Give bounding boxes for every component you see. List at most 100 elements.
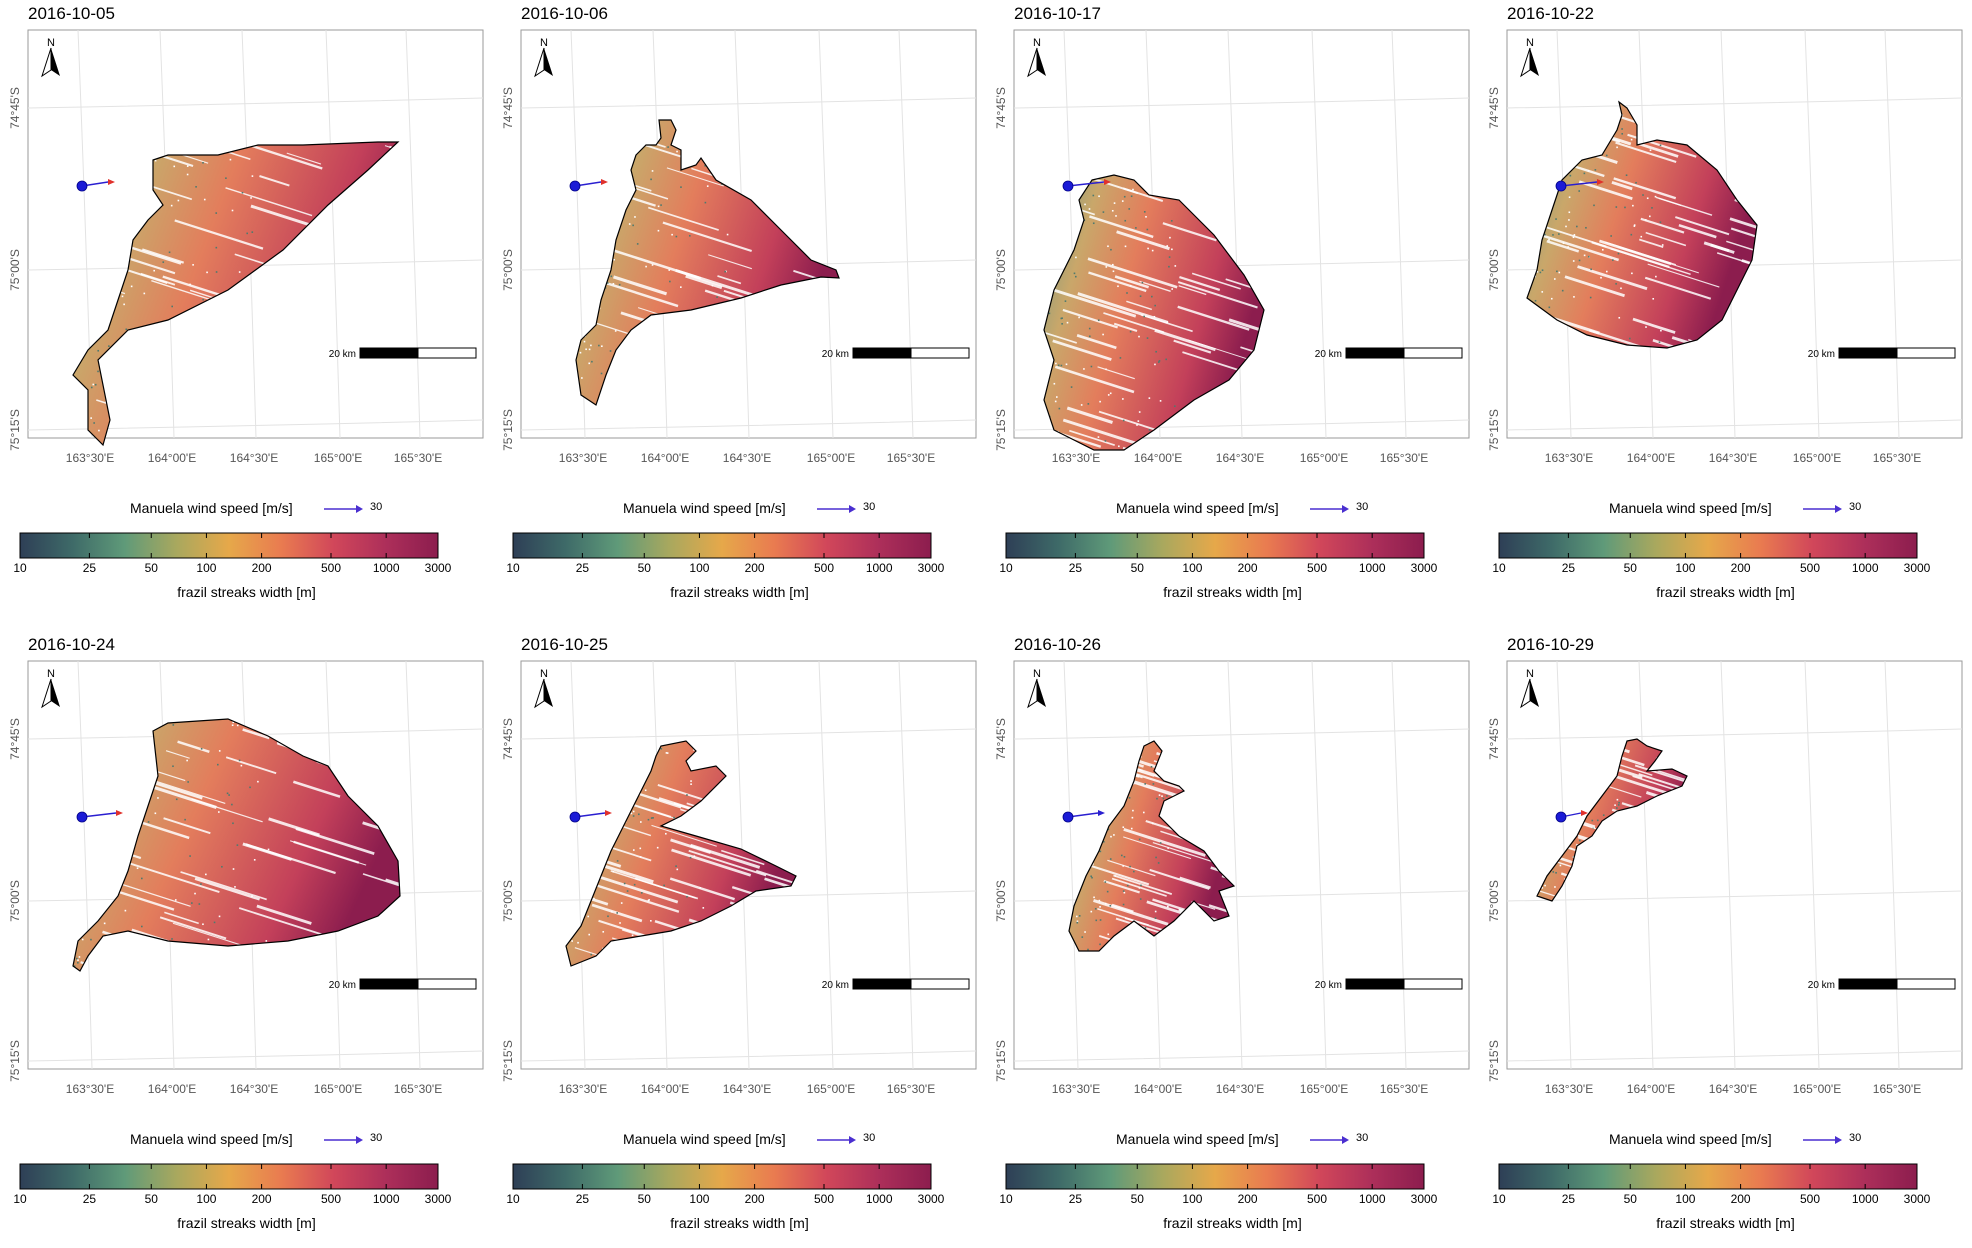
map-plot: N 20 km 163°30'E 164°00'E 164°30'E 165°00'E 16… xyxy=(501,660,977,1096)
wind-legend: Manuela wind speed [m/s] 30 xyxy=(0,498,493,518)
colorbar-tick-label: 10 xyxy=(999,561,1013,575)
colorbar-tick-label: 50 xyxy=(638,1192,652,1206)
colorbar: 10 25 50 100 200 500 1000 3000 xyxy=(999,1163,1438,1206)
colorbar-tick-label: 25 xyxy=(83,1192,97,1206)
panel-date: 2016-10-24 xyxy=(28,635,115,654)
y-tick-label: 75°15'S xyxy=(994,409,1008,451)
wind-arrowhead-icon xyxy=(1581,810,1588,816)
colorbar-tick-label: 50 xyxy=(1624,1192,1638,1206)
colorbar-tick-label: 100 xyxy=(196,1192,216,1206)
map-panel-2016-10-06: 2016-10-06 N 20 km 163°30'E 164°00'E 164°30'… xyxy=(493,0,986,617)
colorbar-tick-label: 100 xyxy=(1675,561,1695,575)
map-panel-2016-10-29: 2016-10-29 N 20 km 163°30'E 164°00'E 164°30'… xyxy=(1479,631,1972,1248)
x-tick-label: 164°00'E xyxy=(148,451,196,465)
colorbar: 10 25 50 100 200 500 1000 3000 xyxy=(1492,532,1931,575)
colorbar-tick-label: 25 xyxy=(1069,561,1083,575)
map-plot: N 20 km 163°30'E 164°00'E 164°30'E 165°00'E 16… xyxy=(1487,29,1963,465)
colorbar-tick-label: 50 xyxy=(1624,561,1638,575)
y-tick-label: 75°15'S xyxy=(8,1040,22,1082)
x-tick-label: 164°00'E xyxy=(1134,451,1182,465)
colorbar-tick-label: 200 xyxy=(1238,1192,1258,1206)
x-tick-label: 164°00'E xyxy=(1627,1082,1675,1096)
wind-arrowhead-icon xyxy=(1597,179,1604,185)
x-tick-label: 165°30'E xyxy=(1380,1082,1428,1096)
colorbar-tick-label: 500 xyxy=(1307,561,1327,575)
wind-arrow-key-icon xyxy=(324,505,363,513)
colorbar-gradient xyxy=(1498,1163,1918,1190)
wind-arrow-key-icon xyxy=(324,1136,363,1144)
x-tick-label: 165°00'E xyxy=(1300,1082,1348,1096)
north-arrow-label: N xyxy=(1526,37,1534,49)
colorbar-tick-label: 1000 xyxy=(373,1192,400,1206)
colorbar-tick-label: 1000 xyxy=(1852,1192,1879,1206)
polynya-outline xyxy=(1526,100,1758,349)
colorbar-tick-label: 100 xyxy=(689,561,709,575)
wind-vector xyxy=(1560,181,1598,187)
y-tick-label: 75°15'S xyxy=(8,409,22,451)
wind-legend-label: Manuela wind speed [m/s] xyxy=(1116,1131,1279,1147)
scalebar-label: 20 km xyxy=(1808,349,1835,360)
scalebar-label: 20 km xyxy=(329,980,356,991)
x-tick-label: 164°00'E xyxy=(1627,451,1675,465)
x-tick-label: 163°30'E xyxy=(1545,451,1593,465)
scalebar-dark xyxy=(852,347,912,359)
colorbar-tick-label: 25 xyxy=(1562,561,1576,575)
colorbar-tick-label: 25 xyxy=(576,1192,590,1206)
panel-date: 2016-10-05 xyxy=(28,4,115,23)
wind-vector xyxy=(81,812,117,818)
colorbar-gradient xyxy=(1005,532,1425,559)
colorbar-tick-label: 3000 xyxy=(1411,1192,1438,1206)
wind-legend-value: 30 xyxy=(1849,1132,1862,1144)
colorbar-tick-label: 10 xyxy=(506,561,520,575)
x-tick-label: 163°30'E xyxy=(559,1082,607,1096)
colorbar-tick-label: 200 xyxy=(252,1192,272,1206)
x-tick-label: 164°00'E xyxy=(1134,1082,1182,1096)
map-plot: N 20 km 163°30'E 164°00'E 164°30'E 165°00'E 16… xyxy=(501,29,977,465)
x-tick-label: 165°30'E xyxy=(394,1082,442,1096)
y-tick-label: 74°45'S xyxy=(1487,718,1501,760)
x-tick-label: 163°30'E xyxy=(66,1082,114,1096)
weather-station-marker xyxy=(1555,811,1567,823)
colorbar-title: frazil streaks width [m] xyxy=(1163,584,1302,600)
north-arrow-label: N xyxy=(47,668,55,680)
x-tick-label: 164°00'E xyxy=(148,1082,196,1096)
polynya-outline xyxy=(72,718,401,972)
colorbar-title: frazil streaks width [m] xyxy=(177,1215,316,1231)
y-tick-label: 75°00'S xyxy=(8,249,22,291)
map-panel-2016-10-22: 2016-10-22 N 20 km 163°30'E 164°00'E 164°30'… xyxy=(1479,0,1972,617)
x-tick-label: 165°00'E xyxy=(1793,451,1841,465)
colorbar-tick-label: 200 xyxy=(1731,1192,1751,1206)
y-tick-label: 75°15'S xyxy=(501,1040,515,1082)
map-plot: N 20 km 163°30'E 164°00'E 164°30'E 165°00'E 16… xyxy=(8,660,484,1096)
map-plot: N 20 km 163°30'E 164°00'E 164°30'E 165°00'E 16… xyxy=(994,29,1470,465)
polynya-outline xyxy=(1043,174,1265,451)
colorbar-gradient xyxy=(1498,532,1918,559)
x-tick-label: 165°00'E xyxy=(807,1082,855,1096)
colorbar-tick-label: 1000 xyxy=(1852,561,1879,575)
north-arrow-icon xyxy=(1027,678,1046,709)
colorbar-title: frazil streaks width [m] xyxy=(1656,584,1795,600)
x-tick-label: 163°30'E xyxy=(559,451,607,465)
colorbar-tick-label: 3000 xyxy=(1904,1192,1931,1206)
wind-legend: Manuela wind speed [m/s] 30 xyxy=(986,1129,1479,1149)
colorbar-gradient xyxy=(19,532,439,559)
y-tick-label: 75°00'S xyxy=(1487,249,1501,291)
wind-legend-value: 30 xyxy=(1356,1132,1369,1144)
wind-legend-value: 30 xyxy=(370,501,383,513)
polynya-outline xyxy=(565,740,797,967)
scalebar-dark xyxy=(852,978,912,990)
x-tick-label: 163°30'E xyxy=(1545,1082,1593,1096)
colorbar-gradient xyxy=(19,1163,439,1190)
weather-station-marker xyxy=(569,811,581,823)
colorbar-tick-label: 3000 xyxy=(425,1192,452,1206)
weather-station-marker xyxy=(1062,811,1074,823)
x-tick-label: 165°30'E xyxy=(394,451,442,465)
scalebar-label: 20 km xyxy=(822,980,849,991)
colorbar-tick-label: 100 xyxy=(1675,1192,1695,1206)
wind-legend-label: Manuela wind speed [m/s] xyxy=(130,1131,293,1147)
weather-station-marker xyxy=(569,180,581,192)
north-arrow-icon xyxy=(1027,47,1046,78)
x-tick-label: 165°30'E xyxy=(887,451,935,465)
scalebar-label: 20 km xyxy=(1808,980,1835,991)
polynya-outline xyxy=(72,141,400,447)
